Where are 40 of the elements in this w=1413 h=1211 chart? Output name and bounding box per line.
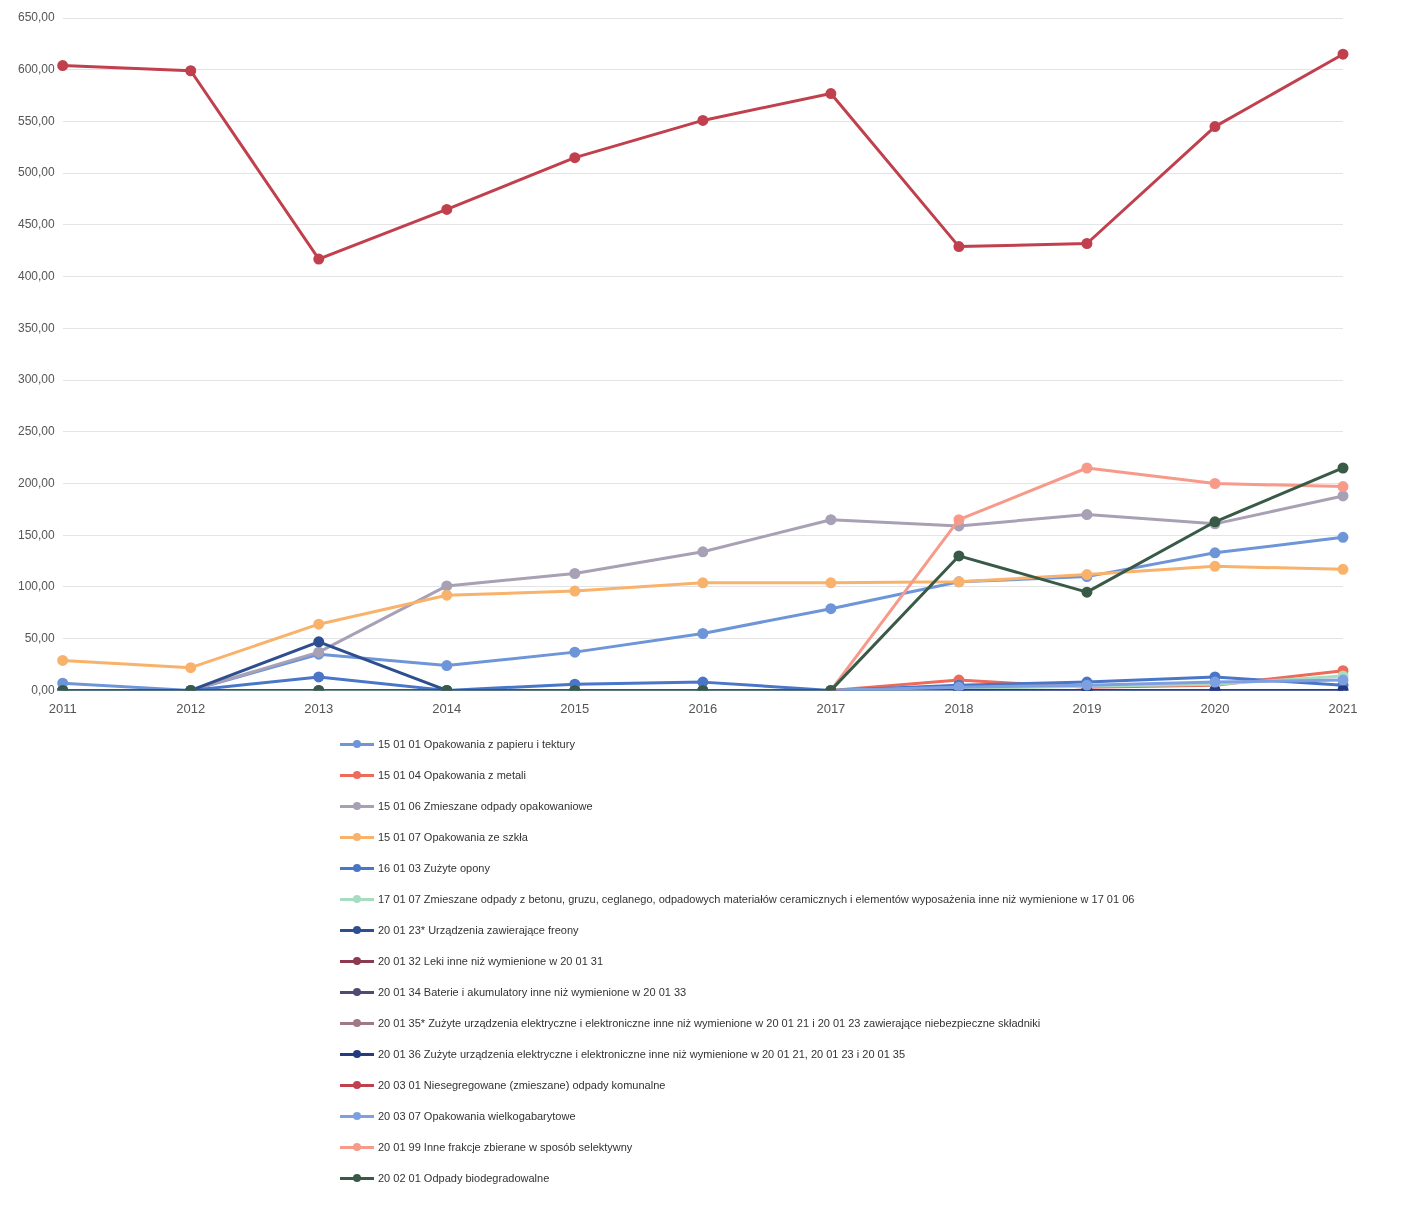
x-tick-label: 2013	[304, 700, 334, 716]
y-tick-label: 250,00	[18, 424, 56, 439]
legend-label: 20 01 99 Inne frakcje zbierane w sposób selektywny	[378, 1140, 633, 1153]
legend-label: 20 03 07 Opakowania wielkogabarytowe	[378, 1109, 576, 1122]
y-tick-label: 150,00	[18, 527, 56, 542]
legend-label: 20 03 01 Niesegregowane (zmieszane) odpady komunalne	[378, 1078, 666, 1091]
x-tick-label: 2018	[944, 700, 974, 716]
y-tick-label: 650,00	[18, 10, 56, 25]
legend-label: 15 01 04 Opakowania z metali	[378, 768, 526, 781]
legend-label: 20 01 36 Zużyte urządzenia elektryczne i elektroniczne inne niż wymienione w 20 01 21, 20 01 23 i 20 01 35	[378, 1047, 906, 1060]
y-tick-label: 200,00	[18, 475, 56, 490]
y-tick-label: 0,00	[31, 682, 56, 697]
legend-label: 15 01 06 Zmieszane odpady opakowaniowe	[378, 799, 593, 812]
legend-label: 20 01 34 Baterie i akumulatory inne niż wymienione w 20 01 33	[378, 985, 687, 998]
legend-label: 15 01 01 Opakowania z papieru i tektury	[378, 737, 575, 750]
x-tick-label: 2017	[816, 700, 846, 716]
y-tick-label: 500,00	[18, 165, 56, 180]
legend-label: 16 01 03 Zużyte opony	[378, 861, 490, 874]
x-tick-label: 2014	[432, 700, 462, 716]
legend-label: 20 01 23* Urządzenia zawierające freony	[378, 923, 579, 936]
legend-label: 15 01 07 Opakowania ze szkła	[378, 830, 528, 843]
y-tick-label: 450,00	[18, 217, 56, 232]
y-tick-label: 50,00	[24, 630, 56, 645]
y-tick-label: 300,00	[18, 372, 56, 387]
y-tick-label: 600,00	[18, 62, 56, 77]
y-tick-label: 400,00	[18, 268, 56, 283]
x-tick-label: 2021	[1328, 700, 1358, 716]
y-tick-label: 100,00	[18, 579, 56, 594]
y-tick-label: 550,00	[18, 113, 56, 128]
legend-label: 17 01 07 Zmieszane odpady z betonu, gruzu, ceglanego, odpadowych materiałów ceramicznych i elementów wyposażenia inne niż wymienione w 17 01 06	[378, 892, 1135, 905]
y-tick-label: 350,00	[18, 320, 56, 335]
x-tick-label: 2012	[176, 700, 206, 716]
legend-label: 20 02 01 Odpady biodegradowalne	[378, 1171, 550, 1184]
x-tick-label: 2011	[48, 700, 77, 716]
x-tick-label: 2015	[560, 700, 590, 716]
x-tick-label: 2019	[1072, 700, 1102, 716]
legend-label: 20 01 32 Leki inne niż wymienione w 20 01 31	[378, 954, 604, 967]
legend-label: 20 01 35* Zużyte urządzenia elektryczne i elektroniczne inne niż wymienione w 20 01 21 i 20 01 23 zawierające niebezpieczne składniki	[378, 1016, 1041, 1029]
x-tick-label: 2020	[1200, 700, 1230, 716]
x-tick-label: 2016	[688, 700, 718, 716]
